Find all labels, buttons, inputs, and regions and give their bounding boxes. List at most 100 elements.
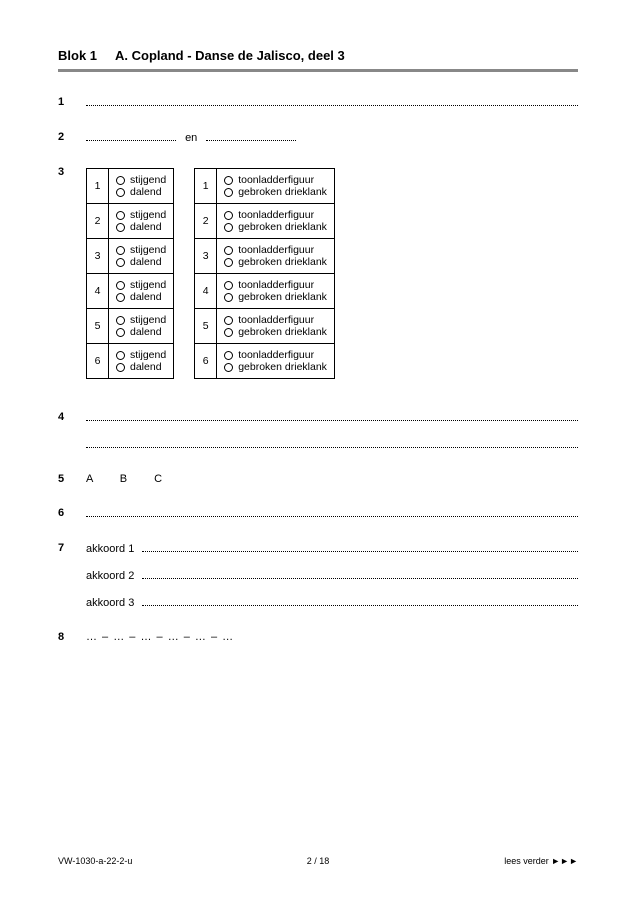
radio-icon[interactable] (224, 328, 233, 337)
radio-icon[interactable] (116, 188, 125, 197)
question-6: 6 (58, 507, 578, 520)
header-block: Blok 1 (58, 48, 97, 63)
q3-option[interactable]: toonladderfiguur (224, 209, 327, 221)
radio-icon[interactable] (224, 363, 233, 372)
radio-icon[interactable] (224, 246, 233, 255)
q2-mid: en (185, 132, 197, 144)
q3-options-cell: toonladderfiguurgebroken drieklank (217, 239, 335, 274)
q3-options-cell: stijgenddalend (109, 239, 174, 274)
q3-row-num: 3 (195, 239, 217, 274)
radio-icon[interactable] (224, 258, 233, 267)
radio-icon[interactable] (116, 258, 125, 267)
question-4-line2 (58, 438, 578, 451)
q7-answer-line[interactable] (142, 596, 578, 606)
q3-option[interactable]: stijgend (116, 314, 166, 326)
q3-option[interactable]: stijgend (116, 244, 166, 256)
footer-right: lees verder ►►► (504, 856, 578, 866)
q3-option[interactable]: gebroken drieklank (224, 291, 327, 303)
radio-icon[interactable] (116, 351, 125, 360)
radio-icon[interactable] (224, 351, 233, 360)
q3-option[interactable]: dalend (116, 291, 166, 303)
radio-icon[interactable] (224, 188, 233, 197)
q3-option[interactable]: gebroken drieklank (224, 326, 327, 338)
q5-options[interactable]: A B C (86, 473, 174, 485)
q3-row-num: 4 (195, 274, 217, 309)
q7-akkoord-row: akkoord 1 (86, 542, 578, 555)
header-title: A. Copland - Danse de Jalisco, deel 3 (115, 48, 345, 63)
q8-pattern[interactable]: … – … – … – … – … – … (86, 631, 233, 643)
q6-number: 6 (58, 507, 86, 520)
q3-option[interactable]: gebroken drieklank (224, 186, 327, 198)
q3-row-num: 2 (195, 204, 217, 239)
q3-option[interactable]: stijgend (116, 349, 166, 361)
q3-option[interactable]: dalend (116, 256, 166, 268)
header: Blok 1 A. Copland - Danse de Jalisco, de… (58, 48, 578, 63)
q4-answer-line-2[interactable] (86, 438, 578, 448)
q7-answer-line[interactable] (142, 542, 578, 552)
q1-number: 1 (58, 96, 86, 109)
question-4: 4 (58, 411, 578, 424)
q6-answer-line[interactable] (86, 507, 578, 517)
footer: VW-1030-a-22-2-u 2 / 18 lees verder ►►► (58, 856, 578, 866)
q3-options-cell: stijgenddalend (109, 274, 174, 309)
radio-icon[interactable] (224, 176, 233, 185)
q7-label: akkoord 2 (86, 570, 134, 582)
radio-icon[interactable] (224, 281, 233, 290)
q3-option[interactable]: toonladderfiguur (224, 244, 327, 256)
radio-icon[interactable] (116, 363, 125, 372)
q7-label: akkoord 3 (86, 597, 134, 609)
q3-option[interactable]: gebroken drieklank (224, 256, 327, 268)
q7-akkoord-row: akkoord 2 (86, 569, 578, 582)
q2-blank-1[interactable] (86, 131, 176, 141)
q3-row-num: 4 (87, 274, 109, 309)
question-1: 1 (58, 96, 578, 109)
q4-answer-line-1[interactable] (86, 411, 578, 421)
q3-options-cell: toonladderfiguurgebroken drieklank (217, 344, 335, 379)
radio-icon[interactable] (116, 316, 125, 325)
q3-options-cell: stijgenddalend (109, 309, 174, 344)
q3-row-num: 5 (87, 309, 109, 344)
header-rule (58, 69, 578, 72)
radio-icon[interactable] (116, 246, 125, 255)
q3-row-num: 6 (87, 344, 109, 379)
radio-icon[interactable] (116, 223, 125, 232)
q3-options-cell: toonladderfiguurgebroken drieklank (217, 309, 335, 344)
radio-icon[interactable] (116, 211, 125, 220)
q3-option[interactable]: stijgend (116, 279, 166, 291)
q3-option[interactable]: dalend (116, 221, 166, 233)
q3-option[interactable]: dalend (116, 326, 166, 338)
radio-icon[interactable] (116, 176, 125, 185)
radio-icon[interactable] (224, 211, 233, 220)
q3-number: 3 (58, 166, 86, 383)
q3-options-cell: toonladderfiguurgebroken drieklank (217, 169, 335, 204)
q3-option[interactable]: toonladderfiguur (224, 349, 327, 361)
radio-icon[interactable] (224, 316, 233, 325)
q3-option[interactable]: dalend (116, 361, 166, 373)
q3-option[interactable]: stijgend (116, 209, 166, 221)
q4-number: 4 (58, 411, 86, 424)
radio-icon[interactable] (224, 223, 233, 232)
q7-answer-line[interactable] (142, 569, 578, 579)
q2-blank-2[interactable] (206, 131, 296, 141)
question-5: 5 A B C (58, 473, 578, 485)
q3-options-cell: stijgenddalend (109, 344, 174, 379)
radio-icon[interactable] (116, 281, 125, 290)
q3-options-cell: stijgenddalend (109, 204, 174, 239)
radio-icon[interactable] (116, 293, 125, 302)
q3-option[interactable]: toonladderfiguur (224, 174, 327, 186)
q3-option[interactable]: dalend (116, 186, 166, 198)
q3-option[interactable]: toonladderfiguur (224, 314, 327, 326)
radio-icon[interactable] (116, 328, 125, 337)
q5-number: 5 (58, 473, 86, 485)
q3-option[interactable]: gebroken drieklank (224, 221, 327, 233)
q3-option[interactable]: gebroken drieklank (224, 361, 327, 373)
question-7: 7 akkoord 1akkoord 2akkoord 3 (58, 542, 578, 623)
q1-answer-line[interactable] (86, 96, 578, 106)
q3-row-num: 6 (195, 344, 217, 379)
q7-label: akkoord 1 (86, 543, 134, 555)
q3-option[interactable]: toonladderfiguur (224, 279, 327, 291)
q8-number: 8 (58, 631, 86, 643)
q3-options-cell: stijgenddalend (109, 169, 174, 204)
q3-option[interactable]: stijgend (116, 174, 166, 186)
radio-icon[interactable] (224, 293, 233, 302)
